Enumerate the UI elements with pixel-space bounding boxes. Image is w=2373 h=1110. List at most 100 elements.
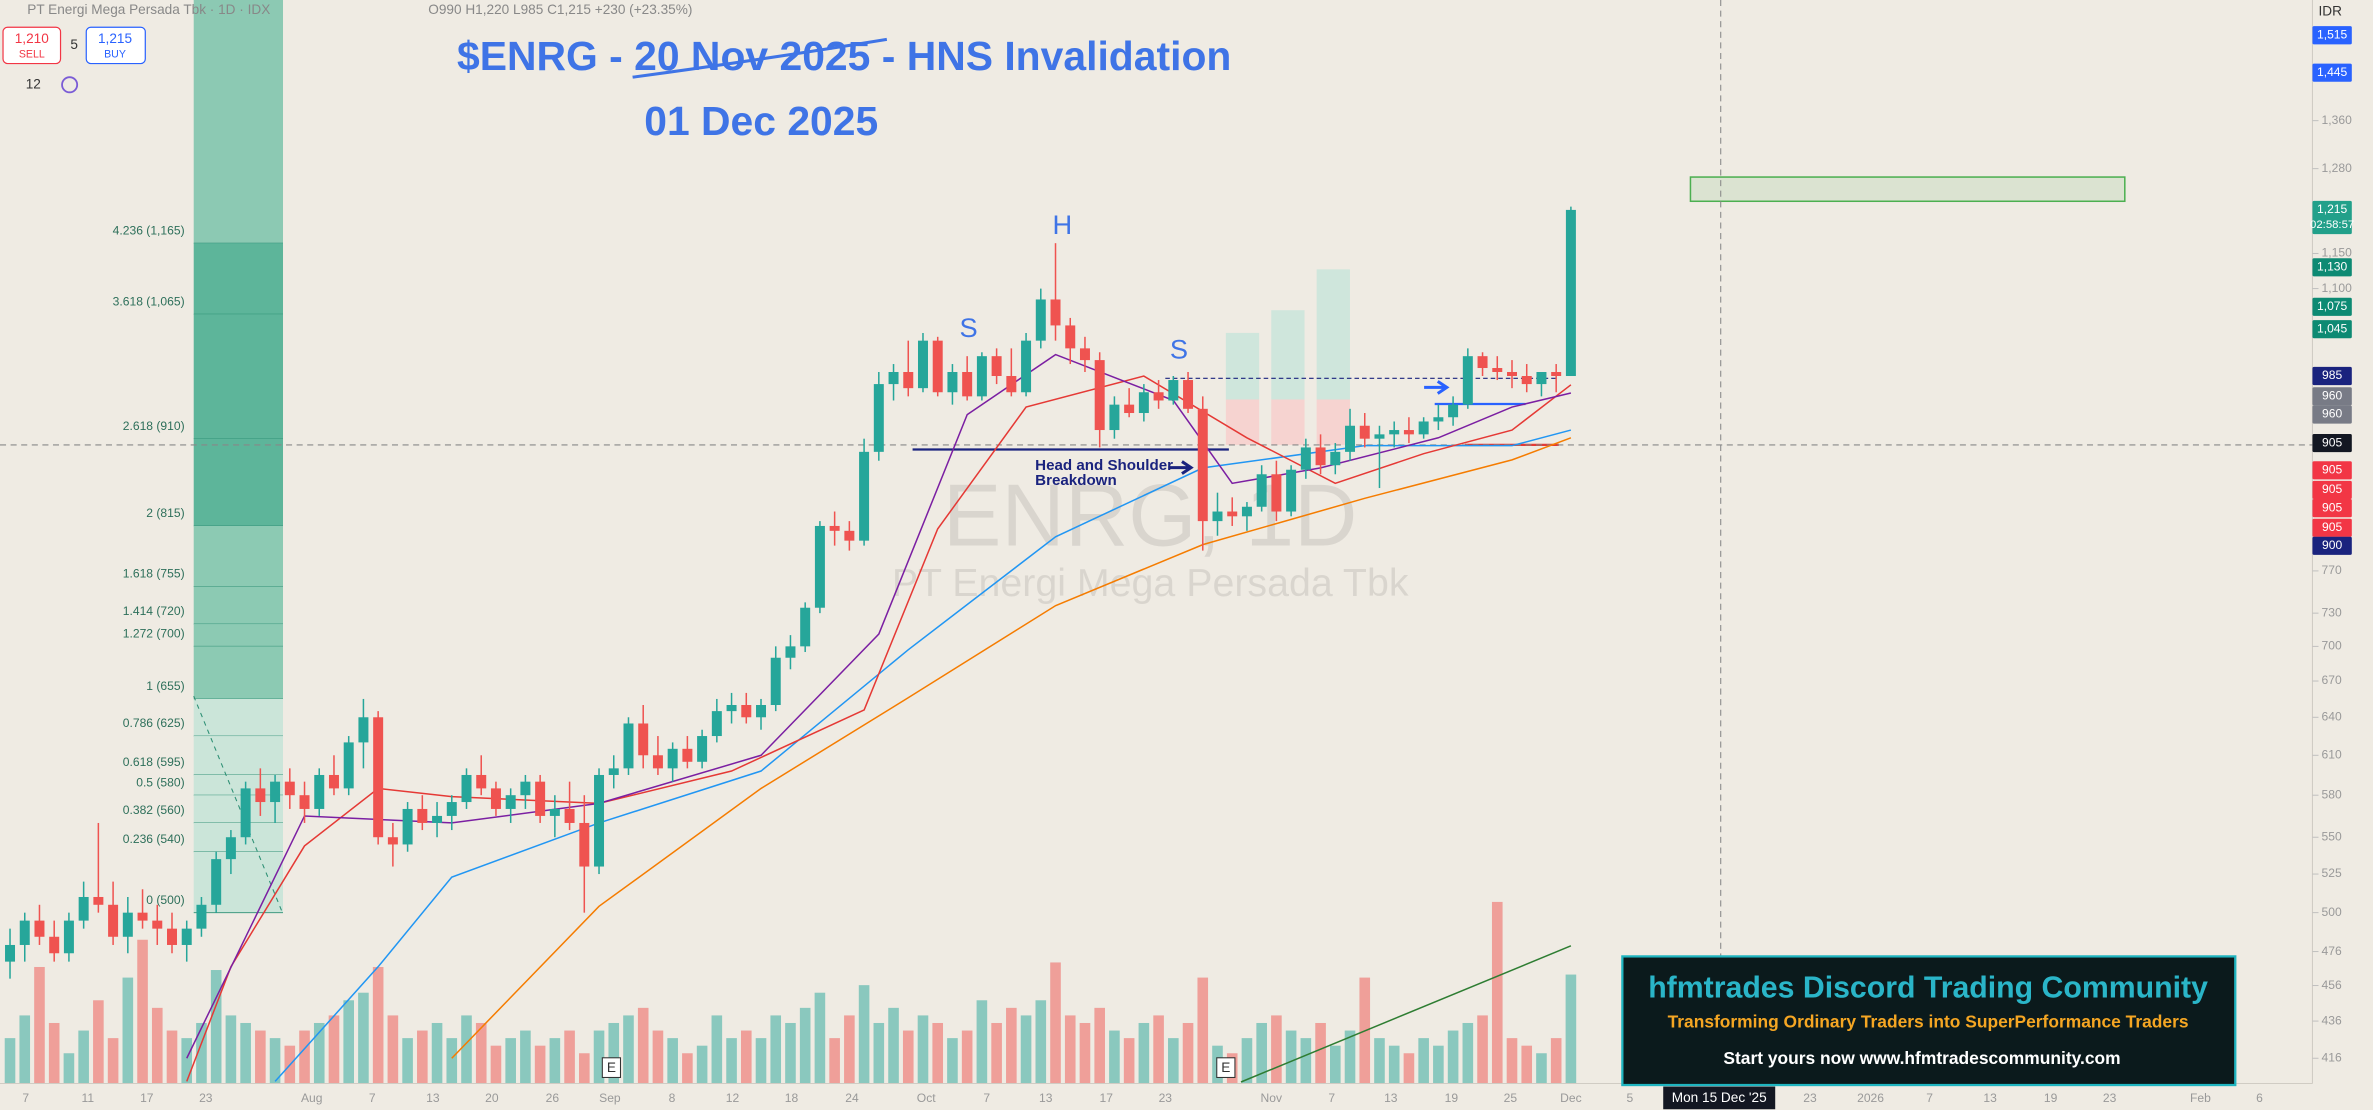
fib-label: 0.382 (560) <box>123 803 185 817</box>
candle-body <box>1507 372 1517 377</box>
candle-body <box>49 936 60 954</box>
volume-bar <box>1477 1015 1488 1084</box>
banner-link[interactable]: Start yours now www.hfmtradescommunity.c… <box>1723 1048 2120 1068</box>
volume-bar <box>63 1053 75 1084</box>
sell-button[interactable] <box>2 26 62 65</box>
breakdown-label: Head and Shoulder <box>1035 457 1173 474</box>
candle-body <box>108 904 119 937</box>
volume-bar <box>1035 1000 1047 1084</box>
volume-bar <box>446 1038 458 1084</box>
target-zone <box>1689 176 2126 203</box>
candle-body <box>1227 511 1238 517</box>
x-tick-label: 7 <box>22 1091 29 1105</box>
projection-box <box>1316 399 1350 445</box>
fib-label: 0.618 (595) <box>123 755 185 769</box>
candle-body <box>1521 376 1532 385</box>
volume-bar <box>785 1022 796 1084</box>
volume-bar <box>1182 1022 1194 1084</box>
volume-bar <box>520 1030 531 1084</box>
volume-bar <box>740 1030 752 1084</box>
x-tick-label: Nov <box>1260 1091 1282 1105</box>
candle-body <box>1109 404 1120 431</box>
volume-bar <box>1050 962 1061 1084</box>
x-tick-label: 24 <box>845 1091 859 1105</box>
projection-box <box>1225 332 1260 400</box>
volume-bar <box>313 1022 325 1084</box>
candle-body <box>387 837 398 845</box>
volume-bar <box>726 1038 737 1084</box>
arrow <box>1168 460 1194 475</box>
earnings-box[interactable] <box>1216 1057 1236 1078</box>
candle-body <box>1477 356 1488 369</box>
y-tick-label: 500 <box>2322 905 2342 919</box>
y-tick-label: 700 <box>2322 639 2342 653</box>
buy-label[interactable]: BUY <box>104 48 126 60</box>
volume-bar <box>579 1053 590 1084</box>
fib-label: 1.618 (755) <box>123 567 185 581</box>
earnings-marker[interactable]: E <box>607 1060 616 1075</box>
volume-bar <box>1506 1038 1518 1084</box>
candle-body <box>1124 404 1135 414</box>
fib-band <box>193 795 284 823</box>
fib-label: 1.272 (700) <box>123 626 185 640</box>
sync-icon[interactable] <box>61 76 79 94</box>
candle-body <box>196 904 207 929</box>
banner-title: hfmtrades Discord Trading Community <box>1648 972 2208 1005</box>
volume-bar <box>1197 977 1209 1084</box>
y-tick-label: 770 <box>2322 563 2342 577</box>
banner <box>1621 955 2237 1087</box>
candle-body <box>1448 404 1459 418</box>
fib-label: 4.236 (1,165) <box>113 223 185 237</box>
candle-body <box>711 711 722 737</box>
x-tick-label: 23 <box>1803 1091 1817 1105</box>
volume-bar <box>682 1053 693 1084</box>
sell-label[interactable]: SELL <box>19 48 45 60</box>
fib-band <box>193 822 284 852</box>
earnings-box[interactable] <box>601 1057 622 1078</box>
moving-average <box>451 437 1572 1059</box>
symbol-name[interactable]: PT Energi Mega Persada Tbk · 1D · IDX <box>27 2 270 17</box>
y-tick-label: 1,360 <box>2322 113 2353 127</box>
y-tick-label: 476 <box>2322 944 2342 958</box>
fib-label: 1.414 (720) <box>123 604 185 618</box>
volume-bar <box>1462 1022 1474 1084</box>
price-badge <box>2312 320 2352 339</box>
candle-body <box>903 372 914 389</box>
x-tick-label: 7 <box>1328 1091 1335 1105</box>
candle-body <box>608 768 619 775</box>
candle-body <box>1271 474 1282 512</box>
candle-body <box>314 774 325 809</box>
crosshair-date-box <box>1663 1086 1776 1110</box>
candle-body <box>1565 209 1576 377</box>
fib-label: 0.5 (580) <box>136 775 184 789</box>
y-tick-label: 436 <box>2322 1013 2342 1027</box>
price-badge <box>2312 499 2352 518</box>
currency[interactable]: IDR <box>2319 4 2343 19</box>
y-tick-label: 730 <box>2322 605 2342 619</box>
x-tick-label: 11 <box>81 1091 94 1105</box>
breakdown-label: Breakdown <box>1035 472 1117 489</box>
volume-bar <box>78 1030 89 1084</box>
candle-body <box>93 896 104 905</box>
ohlc: O990 H1,220 L985 C1,215 +230 (+23.35%) <box>428 2 692 17</box>
x-tick-label: 13 <box>1384 1091 1398 1105</box>
x-tick-label: 7 <box>1926 1091 1933 1105</box>
buy-button[interactable] <box>85 26 146 65</box>
volume-bar <box>225 1015 237 1084</box>
volume-bar <box>1433 1045 1444 1084</box>
buy-price[interactable]: 1,215 <box>98 31 132 46</box>
earnings-marker[interactable]: E <box>1221 1060 1230 1075</box>
price-badge <box>2312 26 2352 45</box>
x-tick-label: 7 <box>983 1091 990 1105</box>
candle-body <box>623 723 634 769</box>
volume-bar <box>1109 1030 1120 1084</box>
indicator-count[interactable]: 12 <box>26 76 41 91</box>
volume-bar <box>755 1038 767 1084</box>
fib-band <box>193 314 284 439</box>
x-tick-label: 12 <box>726 1091 740 1105</box>
candle-body <box>1256 474 1267 507</box>
volume-bar <box>93 1000 104 1084</box>
title-part: - HNS Invalidation <box>882 33 1232 79</box>
sell-price[interactable]: 1,210 <box>15 31 49 46</box>
